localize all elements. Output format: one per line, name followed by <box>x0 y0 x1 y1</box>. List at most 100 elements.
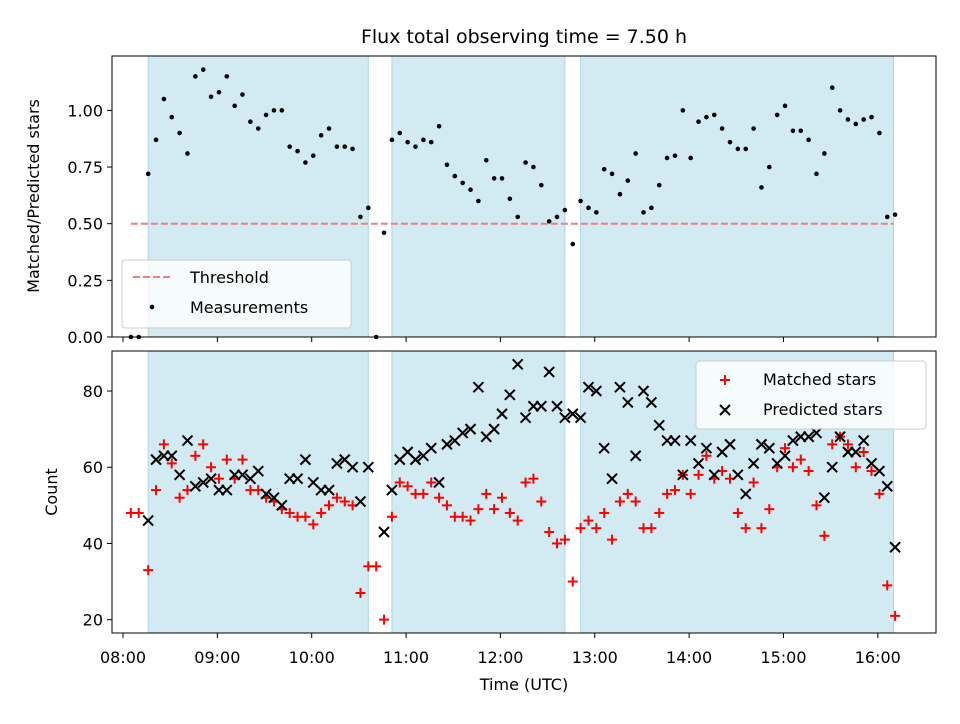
measurements-point <box>562 207 568 213</box>
matched-stars-point <box>748 477 759 488</box>
predicted-stars-point <box>551 400 563 412</box>
matched-stars-point <box>457 511 468 522</box>
measurements-point <box>767 164 772 170</box>
matched-stars-point <box>496 492 507 503</box>
measurements-point <box>696 119 701 125</box>
measurements-point <box>877 130 882 136</box>
measurements-point <box>428 139 434 145</box>
matched-stars-point <box>166 458 177 469</box>
predicted-stars-point <box>598 442 610 454</box>
measurements-point <box>664 155 670 161</box>
measurements-point <box>476 198 481 204</box>
predicted-stars-point <box>354 495 367 508</box>
measurements-legend-label: Measurements <box>190 298 308 317</box>
ratio-y-axis-label: Matched/Predicted stars <box>24 99 43 293</box>
measurements-point <box>499 176 505 181</box>
matched-stars-point <box>740 523 751 534</box>
matched-stars-point <box>284 507 295 518</box>
figure-title: Flux total observing time = 7.50 h <box>361 26 687 48</box>
measurements-point <box>546 219 552 224</box>
matched-stars-point <box>520 477 531 488</box>
ratio-y-tick-label: 0.25 <box>67 271 103 290</box>
matched-stars-point <box>434 492 445 503</box>
matched-stars-point <box>827 439 838 450</box>
matched-stars-point <box>850 462 861 473</box>
measurements-point <box>405 139 410 145</box>
measurements-point <box>468 187 473 193</box>
measurements-point <box>334 144 340 149</box>
matched-stars-point <box>355 587 366 598</box>
measurements-point <box>688 155 693 161</box>
measurements-point <box>829 85 835 91</box>
predicted-stars-point <box>614 381 626 393</box>
matched-stars-point <box>890 610 901 621</box>
measurements-point <box>271 108 277 113</box>
measurements-point <box>507 196 513 202</box>
counts-observing-window-2 <box>391 350 566 634</box>
matched-stars-point <box>858 446 869 457</box>
predicted-stars-point <box>567 408 579 420</box>
counts-x-tick-label: 12:00 <box>477 648 523 667</box>
matched-stars-point <box>662 488 673 499</box>
matched-stars-point <box>732 507 743 518</box>
measurements-point <box>672 153 678 159</box>
predicted-stars-point <box>881 480 893 492</box>
ratio-observing-window-2 <box>391 55 566 338</box>
matched-stars-point <box>787 462 798 473</box>
counts-x-axis-label: Time (UTC) <box>479 675 568 694</box>
matched-stars-point <box>811 500 822 511</box>
predicted-stars-point <box>173 469 186 481</box>
matched-stars-point <box>819 530 830 541</box>
predicted-stars-point <box>779 450 791 462</box>
matched-stars-point <box>512 515 523 526</box>
measurements-point <box>641 210 646 215</box>
matched-stars-point <box>559 534 570 545</box>
predicted-stars-point <box>574 411 587 424</box>
predicted-stars-point <box>606 472 618 485</box>
measurements-point <box>255 126 261 131</box>
measurements-point <box>436 123 442 129</box>
predicted-stars-point <box>684 434 697 447</box>
predicted-stars-point <box>763 442 776 454</box>
matched-stars-point <box>622 488 633 499</box>
counts-x-tick-label: 11:00 <box>383 648 429 667</box>
predicted-stars-point <box>802 431 815 443</box>
matched-legend-label: Matched stars <box>763 370 876 389</box>
counts-panel: 20 40 60 80 08:00 09:00 10:00 11:00 12:00 13:00 1… <box>42 350 937 694</box>
matched-stars-point <box>630 496 641 507</box>
predicted-stars-point <box>622 396 634 409</box>
predicted-stars-point <box>472 381 485 393</box>
counts-x-tick-label: 09:00 <box>194 648 240 667</box>
matched-stars-point <box>465 515 476 526</box>
matched-stars-point <box>158 439 169 450</box>
matched-stars-point <box>402 481 413 492</box>
measurements-point <box>601 167 607 172</box>
predicted-stars-point <box>732 469 744 481</box>
predicted-stars-point <box>181 434 194 447</box>
matched-stars-point <box>143 565 154 576</box>
predicted-stars-point <box>433 476 445 489</box>
matched-stars-point <box>386 511 397 522</box>
measurements-point <box>200 67 206 72</box>
measurements-point <box>161 96 167 102</box>
measurements-point <box>397 130 403 136</box>
matched-stars-point <box>504 507 515 518</box>
measurements-point <box>342 144 348 149</box>
measurements-point <box>263 112 269 118</box>
matched-stars-point <box>701 450 712 461</box>
predicted-stars-point <box>260 488 272 500</box>
matched-stars-point <box>528 473 539 484</box>
measurements-point <box>169 114 175 120</box>
matched-stars-point <box>300 511 311 522</box>
counts-y-axis-label: Count <box>42 468 61 516</box>
counts-x-tick-label: 08:00 <box>100 648 146 667</box>
measurements-point <box>185 151 190 156</box>
predicted-stars-point <box>637 385 650 397</box>
matched-stars-point <box>614 496 625 507</box>
predicted-stars-point <box>166 450 178 462</box>
matched-stars-point <box>489 504 500 515</box>
matched-stars-point <box>237 454 248 465</box>
predicted-stars-point <box>700 442 713 454</box>
measurements-point <box>366 205 371 211</box>
matched-stars-point <box>764 504 775 515</box>
